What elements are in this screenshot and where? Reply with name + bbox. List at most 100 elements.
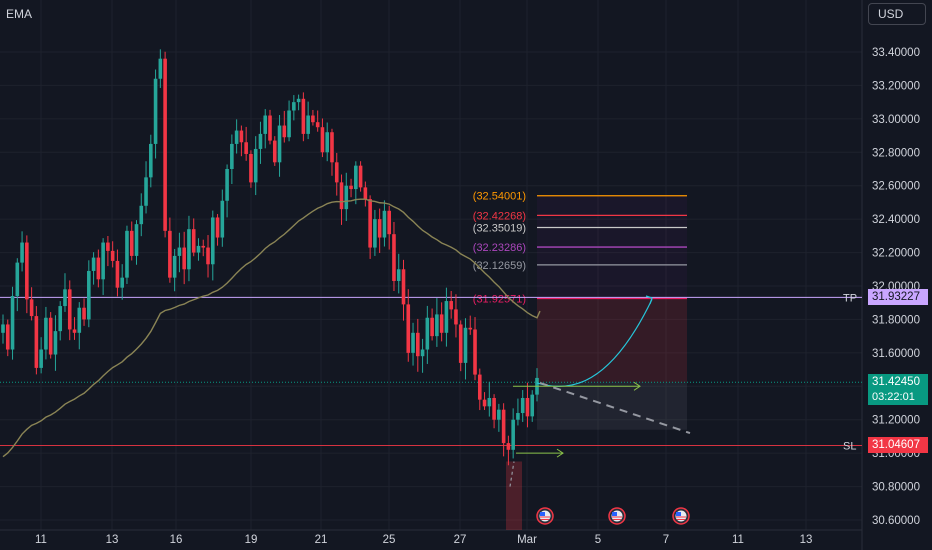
candle-body[interactable]	[29, 299, 34, 317]
candle-body[interactable]	[339, 182, 344, 210]
candle-body[interactable]	[115, 260, 120, 288]
candle-body[interactable]	[330, 132, 334, 163]
candle-body[interactable]	[482, 399, 487, 407]
candle-body[interactable]	[215, 217, 220, 238]
candle-body[interactable]	[311, 115, 315, 123]
candle-body[interactable]	[449, 301, 453, 310]
candle-body[interactable]	[187, 229, 191, 270]
candle-body[interactable]	[258, 133, 263, 149]
candle-body[interactable]	[401, 269, 406, 305]
candle-body[interactable]	[20, 242, 24, 263]
candle-body[interactable]	[296, 98, 301, 103]
candle-body[interactable]	[182, 247, 186, 270]
candle-body[interactable]	[287, 110, 291, 138]
candle-body[interactable]	[120, 277, 124, 288]
candle-body[interactable]	[58, 306, 63, 332]
projection-curve[interactable]	[536, 299, 653, 388]
candle-body[interactable]	[292, 102, 296, 111]
candle-body[interactable]	[39, 349, 43, 368]
candle-body[interactable]	[96, 257, 101, 280]
candle-body[interactable]	[473, 329, 477, 375]
candle-body[interactable]	[501, 409, 506, 444]
candle-body[interactable]	[77, 307, 82, 333]
candle-body[interactable]	[463, 327, 468, 363]
candle-body[interactable]	[520, 397, 525, 414]
currency-selector[interactable]: USD	[868, 3, 926, 25]
candle-body[interactable]	[497, 409, 501, 420]
candle-body[interactable]	[220, 200, 225, 238]
candle-body[interactable]	[125, 230, 129, 278]
candle-body[interactable]	[10, 296, 15, 350]
candle-body[interactable]	[468, 327, 473, 330]
candle-body[interactable]	[91, 257, 96, 271]
candle-body[interactable]	[153, 78, 158, 144]
candle-body[interactable]	[373, 219, 377, 248]
candle-body[interactable]	[225, 169, 229, 201]
us-flag-event-icon[interactable]	[536, 507, 554, 525]
candle-body[interactable]	[63, 289, 67, 307]
target-zone[interactable]	[537, 297, 687, 383]
candle-body[interactable]	[368, 199, 372, 248]
candle-body[interactable]	[163, 58, 167, 231]
candle-body[interactable]	[268, 115, 272, 141]
candle-body[interactable]	[72, 329, 77, 333]
candle-body[interactable]	[244, 142, 248, 154]
candle-body[interactable]	[149, 143, 153, 178]
us-flag-event-icon[interactable]	[608, 507, 626, 525]
candle-body[interactable]	[439, 314, 444, 333]
candle-body[interactable]	[458, 324, 463, 363]
candle-body[interactable]	[506, 443, 511, 450]
candle-body[interactable]	[377, 219, 382, 238]
candle-body[interactable]	[48, 317, 53, 355]
candle-body[interactable]	[196, 245, 201, 253]
candle-body[interactable]	[53, 331, 58, 355]
candle-body[interactable]	[382, 210, 387, 238]
candle-body[interactable]	[511, 419, 515, 450]
candle-body[interactable]	[320, 127, 325, 153]
candle-body[interactable]	[206, 247, 210, 265]
candle-body[interactable]	[249, 153, 253, 183]
candle-body[interactable]	[306, 115, 310, 134]
candle-body[interactable]	[277, 125, 282, 163]
candle-body[interactable]	[420, 349, 425, 357]
candle-body[interactable]	[134, 224, 139, 256]
candle-body[interactable]	[396, 269, 401, 281]
candle-body[interactable]	[172, 255, 177, 278]
bearish-dashed-line[interactable]	[539, 381, 691, 435]
candle-body[interactable]	[406, 304, 411, 353]
candle-body[interactable]	[325, 132, 330, 153]
candle-body[interactable]	[177, 247, 182, 256]
candle-body[interactable]	[492, 397, 496, 420]
candle-body[interactable]	[191, 229, 196, 253]
candle-body[interactable]	[387, 210, 391, 235]
candle-body[interactable]	[239, 130, 244, 143]
candle-body[interactable]	[1, 324, 5, 333]
candle-body[interactable]	[34, 316, 39, 368]
candle-body[interactable]	[5, 324, 10, 350]
candle-body[interactable]	[435, 314, 439, 337]
candle-body[interactable]	[416, 332, 420, 357]
candle-body[interactable]	[129, 230, 134, 256]
candle-body[interactable]	[516, 413, 520, 420]
candle-body[interactable]	[201, 245, 206, 248]
candle-body[interactable]	[530, 394, 535, 417]
candle-body[interactable]	[354, 165, 358, 190]
candle-body[interactable]	[15, 262, 20, 297]
candle-body[interactable]	[315, 122, 320, 128]
candle-body[interactable]	[430, 317, 434, 337]
candle-body[interactable]	[454, 309, 458, 325]
candle-body[interactable]	[106, 242, 110, 251]
candle-body[interactable]	[110, 250, 115, 261]
candle-body[interactable]	[210, 217, 215, 265]
indicator-label[interactable]: EMA	[6, 7, 33, 21]
candle-body[interactable]	[87, 270, 91, 320]
candle-body[interactable]	[230, 143, 234, 169]
candle-body[interactable]	[139, 205, 144, 225]
candle-body[interactable]	[334, 162, 339, 183]
candle-body[interactable]	[101, 242, 105, 280]
candle-body[interactable]	[487, 397, 492, 407]
candle-body[interactable]	[444, 301, 449, 333]
candle-body[interactable]	[392, 234, 396, 281]
candle-body[interactable]	[82, 307, 86, 320]
